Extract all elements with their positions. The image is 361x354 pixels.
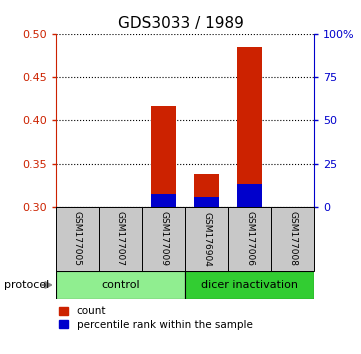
Text: control: control	[101, 280, 140, 290]
FancyBboxPatch shape	[228, 207, 271, 271]
Text: dicer inactivation: dicer inactivation	[201, 280, 298, 290]
FancyBboxPatch shape	[185, 271, 314, 299]
Bar	[193, 174, 219, 207]
Text: GSM177005: GSM177005	[73, 211, 82, 267]
FancyBboxPatch shape	[185, 207, 228, 271]
Legend: count, percentile rank within the sample: count, percentile rank within the sample	[57, 304, 255, 332]
FancyBboxPatch shape	[271, 207, 314, 271]
Bar	[193, 197, 219, 207]
Bar	[151, 105, 177, 207]
Bar	[151, 194, 177, 207]
Text: GSM177009: GSM177009	[159, 211, 168, 267]
Text: GSM176904: GSM176904	[202, 211, 211, 267]
Bar	[237, 184, 262, 207]
FancyBboxPatch shape	[56, 207, 99, 271]
Text: GDS3033 / 1989: GDS3033 / 1989	[118, 16, 243, 31]
Text: GSM177006: GSM177006	[245, 211, 254, 267]
FancyBboxPatch shape	[99, 207, 142, 271]
Text: protocol: protocol	[4, 280, 49, 290]
Text: GSM177008: GSM177008	[288, 211, 297, 267]
Bar	[237, 47, 262, 207]
Text: GSM177007: GSM177007	[116, 211, 125, 267]
FancyBboxPatch shape	[56, 271, 185, 299]
FancyBboxPatch shape	[142, 207, 185, 271]
